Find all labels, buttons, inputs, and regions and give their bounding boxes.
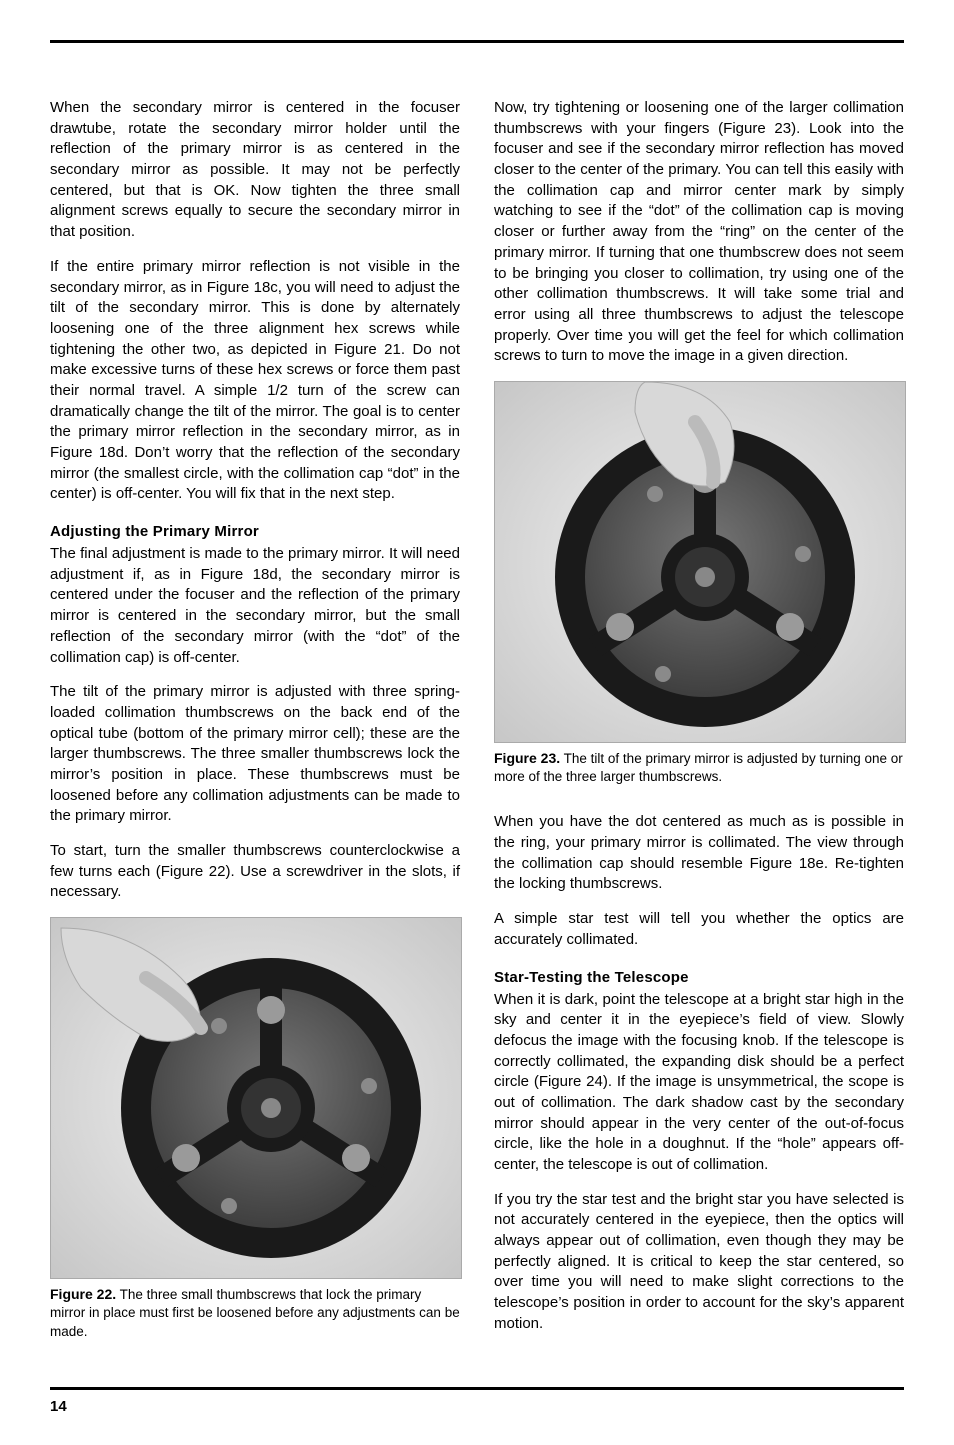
bottom-rule [50, 1387, 904, 1390]
figure-23-caption: Figure 23. The tilt of the primary mirro… [494, 749, 904, 786]
top-rule [50, 40, 904, 43]
body-paragraph: If you try the star test and the bright … [494, 1190, 904, 1335]
figure-label: Figure 22. [50, 1286, 116, 1302]
body-paragraph: The tilt of the primary mirror is adjust… [50, 682, 460, 827]
body-paragraph: When it is dark, point the telescope at … [494, 990, 904, 1176]
figure-label: Figure 23. [494, 750, 560, 766]
body-paragraph: Now, try tightening or loosening one of … [494, 98, 904, 367]
figure-22-image [50, 917, 462, 1279]
document-page: When the secondary mirror is centered in… [0, 0, 954, 1445]
text-columns: When the secondary mirror is centered in… [50, 98, 904, 1357]
body-paragraph: When you have the dot centered as much a… [494, 812, 904, 895]
page-number: 14 [50, 1398, 904, 1415]
figure-23-image [494, 381, 906, 743]
section-heading: Star-Testing the Telescope [494, 969, 904, 986]
figure-23: Figure 23. The tilt of the primary mirro… [494, 381, 904, 786]
left-column: When the secondary mirror is centered in… [50, 98, 460, 1357]
body-paragraph: The final adjustment is made to the prim… [50, 544, 460, 668]
body-paragraph: To start, turn the smaller thumbscrews c… [50, 841, 460, 903]
figure-22-caption: Figure 22. The three small thumbscrews t… [50, 1285, 460, 1341]
body-paragraph: When the secondary mirror is centered in… [50, 98, 460, 243]
body-paragraph: If the entire primary mirror reflection … [50, 257, 460, 505]
body-paragraph: A simple star test will tell you whether… [494, 909, 904, 950]
section-heading: Adjusting the Primary Mirror [50, 523, 460, 540]
figure-22: Figure 22. The three small thumbscrews t… [50, 917, 460, 1341]
right-column: Now, try tightening or loosening one of … [494, 98, 904, 1357]
